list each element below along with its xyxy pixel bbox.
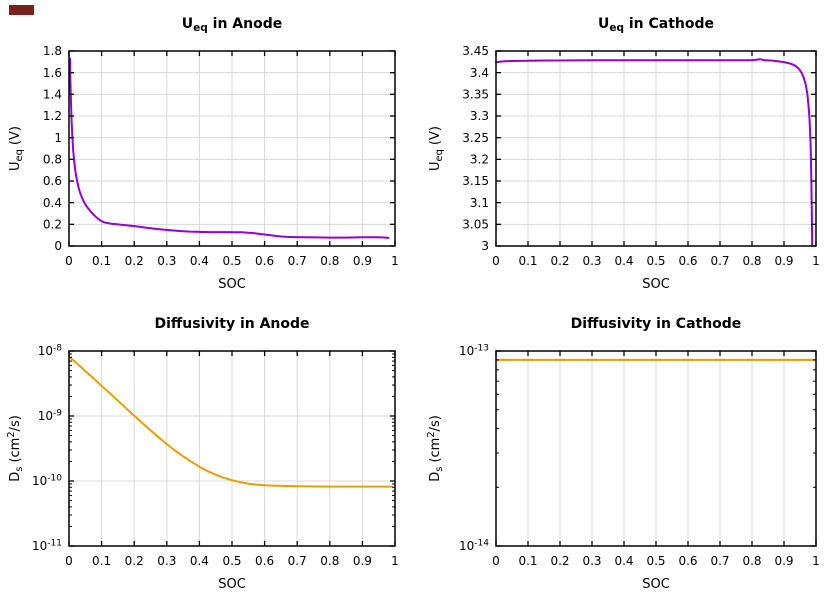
window-marker	[9, 5, 34, 15]
svg-text:1: 1	[391, 254, 399, 268]
svg-text:0.5: 0.5	[222, 254, 241, 268]
svg-text:0.9: 0.9	[774, 554, 793, 568]
svg-text:0.8: 0.8	[742, 254, 761, 268]
svg-text:0.6: 0.6	[255, 554, 274, 568]
svg-text:0.3: 0.3	[157, 254, 176, 268]
svg-text:3.45: 3.45	[462, 44, 489, 58]
svg-text:1: 1	[812, 554, 820, 568]
svg-text:Ueq (V): Ueq (V)	[8, 126, 25, 171]
chart-ueq-cathode: Ueq in Cathode 0 0.1 0.2 0.3 0.4 0.5 0.6 0.7 0.8 0…	[428, 16, 820, 292]
svg-text:0.9: 0.9	[353, 554, 372, 568]
svg-text:0.2: 0.2	[125, 254, 144, 268]
svg-text:10-8: 10-8	[38, 344, 63, 359]
svg-text:0: 0	[65, 254, 73, 268]
svg-text:Ds (cm2/s): Ds (cm2/s)	[426, 415, 445, 482]
svg-text:0.8: 0.8	[320, 554, 339, 568]
svg-text:0.4: 0.4	[190, 254, 209, 268]
svg-text:0.3: 0.3	[582, 554, 601, 568]
svg-text:1.6: 1.6	[43, 66, 62, 80]
svg-text:0.2: 0.2	[550, 254, 569, 268]
svg-text:0: 0	[492, 554, 500, 568]
svg-text:0: 0	[65, 554, 73, 568]
svg-text:0.8: 0.8	[320, 254, 339, 268]
svg-text:0.7: 0.7	[288, 554, 307, 568]
svg-text:0.5: 0.5	[222, 554, 241, 568]
svg-text:0.9: 0.9	[353, 254, 372, 268]
svg-text:0.7: 0.7	[710, 254, 729, 268]
svg-text:0.3: 0.3	[582, 254, 601, 268]
chart-diffusivity-anode: Diffusivity in Anode 0 0.1 0.2 0.3 0.4 0.5 0.6 0…	[6, 316, 399, 592]
svg-text:0.1: 0.1	[92, 554, 111, 568]
svg-text:10-9: 10-9	[38, 409, 63, 424]
svg-text:3: 3	[481, 239, 489, 253]
chart-diffusivity-cathode: Diffusivity in Cathode 0 0.1 0.2 0.3 0.4 0.5 0.…	[426, 316, 820, 592]
svg-text:0.6: 0.6	[678, 254, 697, 268]
svg-text:0.7: 0.7	[288, 254, 307, 268]
svg-text:3.35: 3.35	[462, 88, 489, 102]
svg-text:10-13: 10-13	[459, 344, 489, 359]
svg-text:Diffusivity in Anode: Diffusivity in Anode	[154, 316, 309, 332]
svg-text:1: 1	[812, 254, 820, 268]
svg-text:SOC: SOC	[642, 577, 670, 592]
svg-text:0.4: 0.4	[43, 196, 62, 210]
svg-text:SOC: SOC	[218, 577, 246, 592]
svg-text:3.1: 3.1	[470, 196, 489, 210]
svg-text:10-10: 10-10	[32, 474, 62, 489]
svg-text:Ueq (V): Ueq (V)	[428, 126, 445, 171]
svg-text:0.4: 0.4	[190, 554, 209, 568]
svg-text:SOC: SOC	[218, 277, 246, 292]
svg-text:10-11: 10-11	[32, 539, 62, 554]
svg-text:0.6: 0.6	[43, 174, 62, 188]
chart-ueq-anode: Ueq in Anode 0 0.1 0.2 0.3 0.4 0.5 0.6 0.7 0.8 0.9…	[8, 16, 399, 292]
svg-text:0.4: 0.4	[614, 254, 633, 268]
svg-text:0.4: 0.4	[614, 554, 633, 568]
svg-text:0: 0	[492, 254, 500, 268]
svg-text:0.8: 0.8	[742, 554, 761, 568]
svg-text:3.3: 3.3	[470, 109, 489, 123]
svg-text:0.6: 0.6	[678, 554, 697, 568]
svg-text:Ueq in Cathode: Ueq in Cathode	[598, 16, 714, 34]
svg-text:0.2: 0.2	[550, 554, 569, 568]
svg-text:1.8: 1.8	[43, 44, 62, 58]
svg-text:0.9: 0.9	[774, 254, 793, 268]
svg-text:0.6: 0.6	[255, 254, 274, 268]
svg-text:0.3: 0.3	[157, 554, 176, 568]
svg-text:0.2: 0.2	[43, 218, 62, 232]
svg-text:0.8: 0.8	[43, 153, 62, 167]
svg-text:1: 1	[54, 131, 62, 145]
svg-text:1.4: 1.4	[43, 88, 62, 102]
svg-text:3.05: 3.05	[462, 218, 489, 232]
svg-text:3.4: 3.4	[470, 66, 489, 80]
svg-text:3.25: 3.25	[462, 131, 489, 145]
svg-text:0.2: 0.2	[125, 554, 144, 568]
svg-text:3.15: 3.15	[462, 174, 489, 188]
svg-text:1: 1	[391, 554, 399, 568]
svg-text:Ueq in Anode: Ueq in Anode	[182, 16, 282, 34]
svg-text:0.5: 0.5	[646, 554, 665, 568]
svg-text:3.2: 3.2	[470, 153, 489, 167]
svg-text:0.7: 0.7	[710, 554, 729, 568]
svg-text:SOC: SOC	[642, 277, 670, 292]
svg-text:Diffusivity in Cathode: Diffusivity in Cathode	[571, 316, 742, 332]
svg-text:1.2: 1.2	[43, 109, 62, 123]
svg-text:0.1: 0.1	[92, 254, 111, 268]
svg-text:0.1: 0.1	[518, 554, 537, 568]
svg-text:Ds (cm2/s): Ds (cm2/s)	[6, 415, 25, 482]
svg-text:0.5: 0.5	[646, 254, 665, 268]
svg-text:0: 0	[54, 239, 62, 253]
svg-text:0.1: 0.1	[518, 254, 537, 268]
svg-text:10-14: 10-14	[459, 539, 489, 554]
